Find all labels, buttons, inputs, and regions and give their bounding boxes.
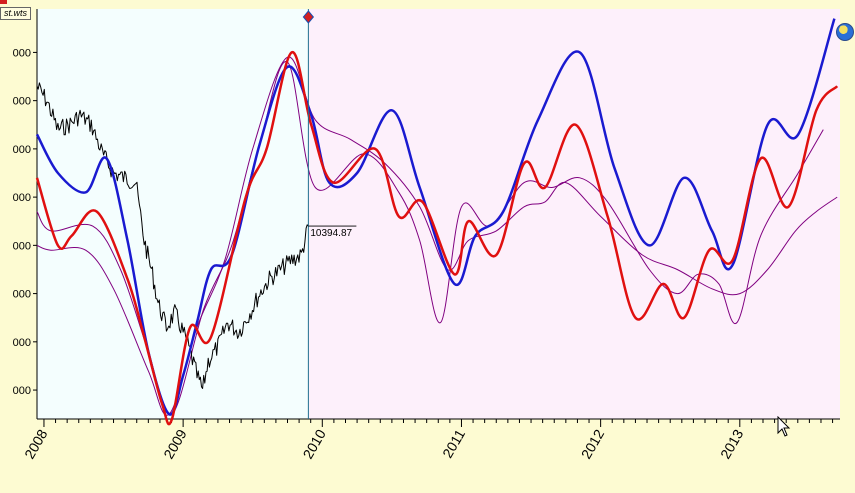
window-corner-indicator	[0, 0, 7, 4]
mouse-pointer-icon	[777, 416, 791, 437]
forecast-region	[308, 9, 840, 419]
series-line-price	[36, 82, 309, 389]
y-tick-label: 000	[13, 96, 31, 108]
y-tick-label: 000	[13, 47, 31, 59]
globe-icon[interactable]	[836, 23, 854, 41]
x-tick-label: 2009	[160, 426, 190, 461]
y-tick-label: 000	[13, 385, 31, 397]
x-tick-label: 2010	[299, 426, 329, 461]
x-tick-label: 2013	[717, 426, 747, 461]
last-value-label: 10394.87	[310, 228, 352, 239]
series-line-red	[35, 51, 839, 426]
diamond-marker-icon[interactable]	[302, 10, 315, 24]
y-tick-label: 000	[13, 144, 31, 156]
x-tick-label: 2008	[21, 426, 51, 461]
x-tick-label: 2011	[439, 426, 468, 460]
history-region	[37, 9, 309, 419]
y-tick-label: 000	[13, 337, 31, 349]
file-tab[interactable]: st.wts	[0, 7, 32, 20]
y-tick-label: 000	[13, 289, 31, 301]
x-tick-label: 2012	[578, 426, 608, 461]
y-tick-label: 000	[13, 240, 31, 252]
y-tick-label: 000	[13, 192, 31, 204]
